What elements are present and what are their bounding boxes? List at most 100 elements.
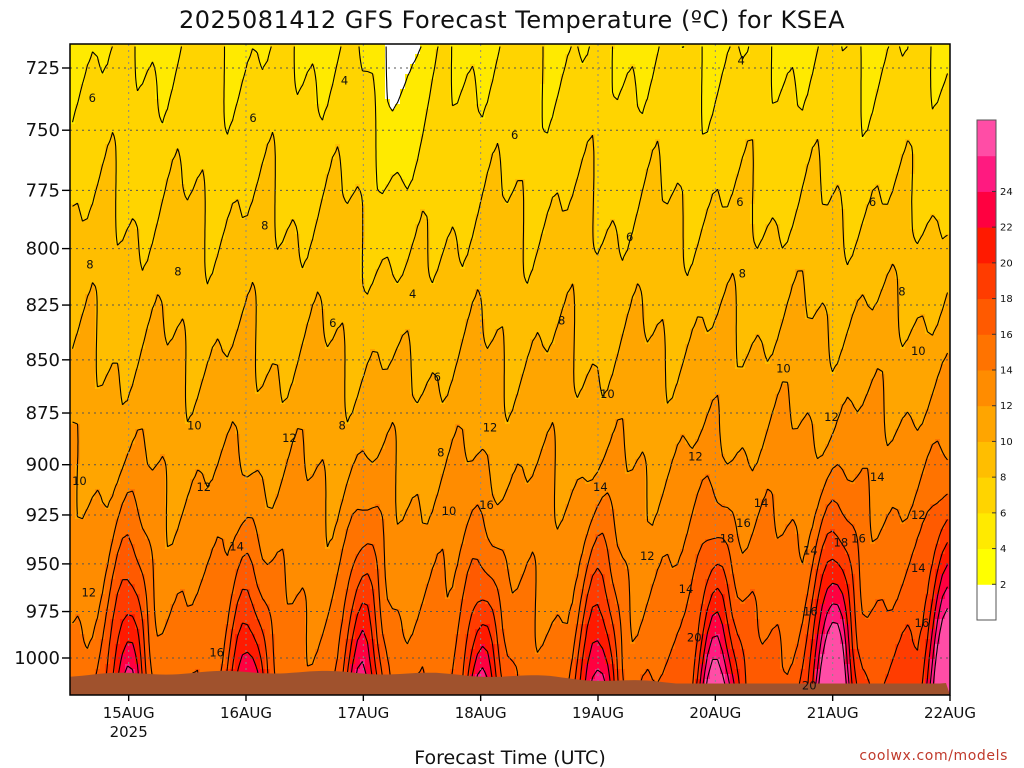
field-cell [385, 159, 390, 164]
field-cell [345, 119, 350, 124]
field-cell [550, 99, 555, 104]
field-cell [570, 124, 575, 129]
field-cell [420, 164, 425, 169]
field-cell [515, 54, 520, 59]
field-cell [650, 94, 655, 99]
field-cell [825, 54, 830, 59]
field-cell [790, 104, 795, 109]
field-cell [545, 179, 550, 184]
field-cell [815, 134, 820, 139]
field-cell [885, 109, 890, 114]
field-cell [565, 69, 570, 74]
field-cell [220, 164, 225, 169]
field-cell [350, 124, 355, 129]
field-cell [730, 149, 735, 154]
field-cell [620, 179, 625, 184]
field-cell [405, 84, 410, 89]
field-cell [850, 99, 855, 104]
field-cell [165, 49, 170, 54]
field-cell [310, 59, 315, 64]
field-cell [320, 64, 325, 69]
field-cell [535, 159, 540, 164]
field-cell [770, 164, 775, 169]
field-cell [145, 114, 150, 119]
field-cell [395, 134, 400, 139]
field-cell [300, 159, 305, 164]
field-cell [180, 94, 185, 99]
field-cell [745, 59, 750, 64]
field-cell [700, 134, 705, 139]
field-cell [185, 84, 190, 89]
field-cell [100, 124, 105, 129]
field-cell [460, 54, 465, 59]
field-cell [335, 119, 340, 124]
field-cell [535, 134, 540, 139]
field-cell [225, 59, 230, 64]
field-cell [630, 169, 635, 174]
field-cell [865, 169, 870, 174]
field-cell [475, 69, 480, 74]
field-cell [405, 109, 410, 114]
field-cell [875, 139, 880, 144]
field-cell [405, 139, 410, 144]
field-cell [180, 119, 185, 124]
field-cell [880, 119, 885, 124]
field-cell [670, 109, 675, 114]
field-cell [390, 134, 395, 139]
field-cell [500, 74, 505, 79]
field-cell [410, 119, 415, 124]
field-cell [525, 124, 530, 129]
field-cell [255, 104, 260, 109]
field-cell [230, 164, 235, 169]
field-cell [360, 79, 365, 84]
field-cell [185, 114, 190, 119]
field-cell [425, 84, 430, 89]
field-cell [75, 119, 80, 124]
field-cell [465, 59, 470, 64]
field-cell [195, 134, 200, 139]
field-cell [750, 49, 755, 54]
field-cell [760, 114, 765, 119]
field-cell [825, 124, 830, 129]
field-cell [380, 109, 385, 114]
field-cell [375, 54, 380, 59]
field-cell [175, 99, 180, 104]
field-cell [825, 119, 830, 124]
field-cell [650, 169, 655, 174]
field-cell [865, 74, 870, 79]
field-cell [635, 154, 640, 159]
field-cell [400, 74, 405, 79]
field-cell [925, 109, 930, 114]
field-cell [525, 59, 530, 64]
field-cell [930, 134, 935, 139]
field-cell [785, 124, 790, 129]
field-cell [710, 79, 715, 84]
field-cell [870, 119, 875, 124]
field-cell [530, 179, 535, 184]
field-cell [180, 154, 185, 159]
field-cell [550, 74, 555, 79]
field-cell [335, 44, 340, 49]
field-cell [470, 119, 475, 124]
field-cell [885, 59, 890, 64]
field-cell [195, 44, 200, 49]
field-cell [465, 159, 470, 164]
field-cell [385, 84, 390, 89]
field-cell [545, 139, 550, 144]
field-cell [135, 54, 140, 59]
field-cell [185, 79, 190, 84]
field-cell [395, 59, 400, 64]
field-cell [695, 144, 700, 149]
field-cell [100, 144, 105, 149]
field-cell [780, 159, 785, 164]
field-cell [540, 154, 545, 159]
field-cell [95, 164, 100, 169]
field-cell [560, 49, 565, 54]
field-cell [765, 134, 770, 139]
field-cell [415, 119, 420, 124]
field-cell [330, 104, 335, 109]
field-cell [85, 174, 90, 179]
field-cell [920, 104, 925, 109]
field-cell [120, 154, 125, 159]
field-cell [200, 124, 205, 129]
